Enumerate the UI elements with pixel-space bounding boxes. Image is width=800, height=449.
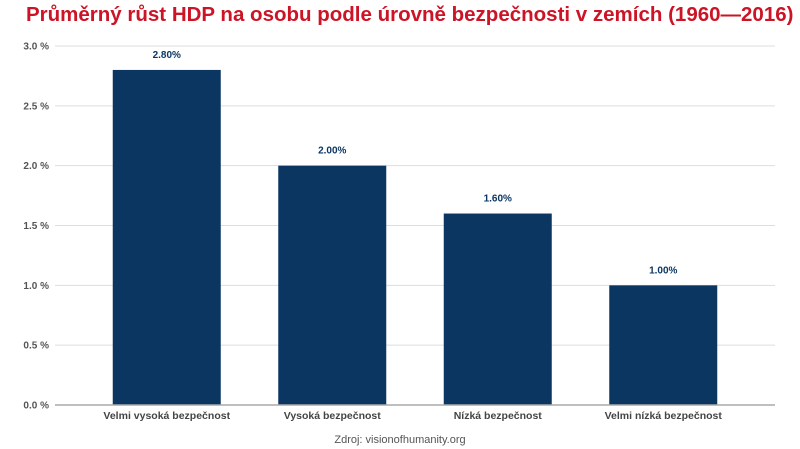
chart-title: Průměrný růst HDP na osobu podle úrovně … xyxy=(26,3,794,26)
source-note: Zdroj: visionofhumanity.org xyxy=(334,434,466,446)
y-tick-label: 2.5 % xyxy=(23,101,49,112)
data-label: 1.00% xyxy=(649,265,677,276)
x-tick-label: Vysoká bezpečnost xyxy=(284,410,382,422)
x-tick-label: Nízká bezpečnost xyxy=(454,410,543,422)
y-tick-label: 0.5 % xyxy=(23,341,49,352)
bar xyxy=(443,213,552,405)
bar xyxy=(278,165,387,405)
x-tick-label: Velmi nízká bezpečnost xyxy=(605,410,723,422)
y-tick-label: 3.0 % xyxy=(23,42,49,53)
y-tick-label: 1.5 % xyxy=(23,221,49,232)
data-label: 2.80% xyxy=(153,50,181,61)
data-label: 1.60% xyxy=(484,194,512,205)
y-tick-label: 1.0 % xyxy=(23,281,49,292)
y-tick-label: 2.0 % xyxy=(23,161,49,172)
y-tick-label: 0.0 % xyxy=(23,401,49,412)
bar xyxy=(112,69,221,405)
data-label: 2.00% xyxy=(318,146,346,157)
bar xyxy=(609,285,718,405)
x-tick-label: Velmi vysoká bezpečnost xyxy=(103,410,230,422)
